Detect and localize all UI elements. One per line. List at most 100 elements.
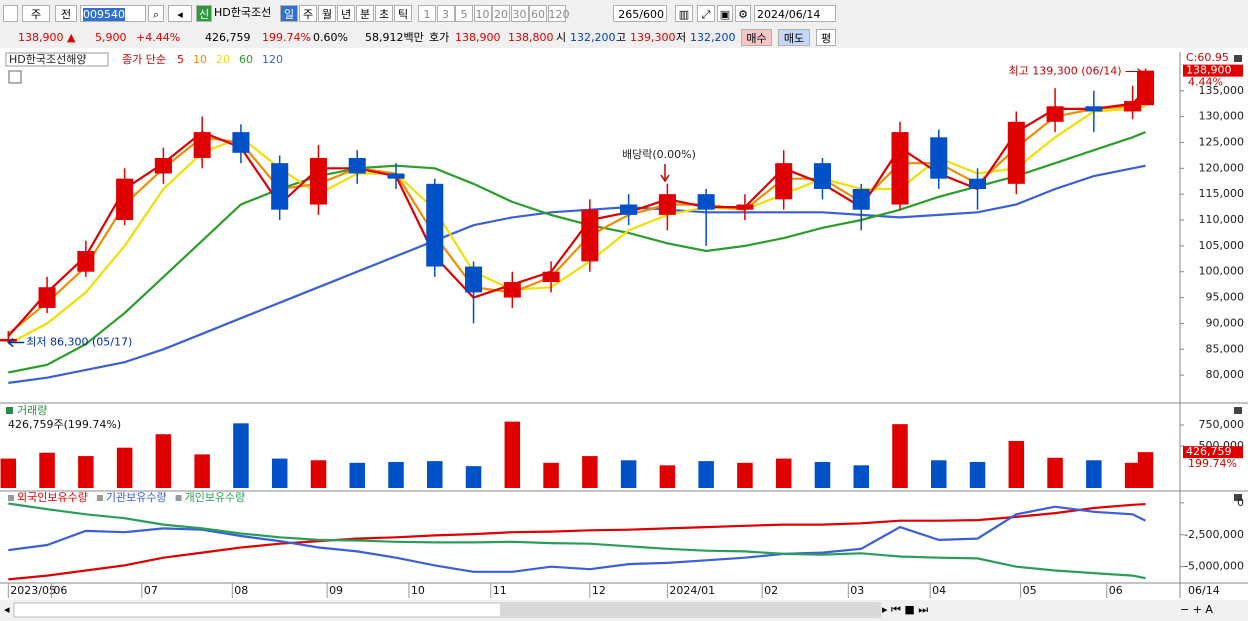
x-tick-label: 08: [234, 584, 248, 597]
candle-body: [542, 271, 560, 283]
count-input[interactable]: 265/600: [613, 5, 667, 22]
legend-entry: 120: [262, 53, 283, 66]
y-tick-label: 750,000: [1199, 418, 1245, 431]
unit-button[interactable]: 주: [299, 5, 317, 22]
x-tick-label: 09: [329, 584, 343, 597]
dividend-annotation: 배당락(0.00%): [622, 148, 696, 161]
legend-swatch: [96, 495, 103, 501]
unit-button[interactable]: 월: [318, 5, 336, 22]
y-tick-label: 80,000: [1206, 368, 1245, 381]
search-icon[interactable]: ⌕: [148, 5, 164, 22]
x-tick-label: 07: [144, 584, 158, 597]
tool-icon[interactable]: ▥: [675, 5, 693, 22]
code-input[interactable]: 009540: [80, 5, 146, 22]
code-text: 009540: [83, 8, 125, 21]
buy-button[interactable]: 매수: [741, 29, 772, 46]
tool-icon[interactable]: ⤢: [697, 5, 715, 22]
candle-body: [465, 266, 483, 293]
change-label: 4.44%: [1188, 76, 1223, 89]
sound-icon[interactable]: ◂: [168, 5, 192, 22]
volume-bar: [853, 465, 869, 488]
prev-button[interactable]: 전: [55, 5, 77, 22]
y-tick-label: 115,000: [1199, 187, 1245, 200]
x-tick-label: 05: [1023, 584, 1037, 597]
candle-body: [116, 178, 134, 221]
y-tick-label: 120,000: [1199, 161, 1245, 174]
legend-entry: 기관보유수량: [106, 491, 167, 504]
y-tick-label: 125,000: [1199, 135, 1245, 148]
candle-body: [930, 137, 948, 179]
candle-body: [1085, 106, 1103, 112]
candle-body: [348, 157, 366, 174]
unit-button[interactable]: 일: [280, 5, 298, 22]
period-select[interactable]: 주: [22, 5, 50, 22]
y-tick-label: 0: [1237, 496, 1244, 509]
y-tick-label: 85,000: [1206, 342, 1245, 355]
low-label: 저: [676, 31, 687, 44]
unit-button[interactable]: 년: [337, 5, 355, 22]
chart-title: HD한국조선해양: [9, 52, 86, 66]
minute-button[interactable]: 5: [455, 5, 473, 22]
sell-button[interactable]: 매도: [778, 29, 810, 46]
close-icon[interactable]: [1234, 494, 1242, 501]
settings-icon[interactable]: ⚙: [735, 5, 751, 22]
x-tick-label: 02: [764, 584, 778, 597]
table-icon[interactable]: [8, 70, 22, 84]
minute-button[interactable]: 120: [547, 5, 570, 22]
candle-body: [1007, 121, 1025, 184]
minute-button[interactable]: 1: [418, 5, 436, 22]
change: 5,900: [95, 31, 127, 44]
volume-bar: [388, 461, 404, 488]
volume-bar: [582, 456, 598, 488]
scroll-thumb[interactable]: [500, 604, 880, 616]
candle-body: [775, 163, 793, 200]
y-tick-label: 105,000: [1199, 239, 1245, 252]
volume-bar: [1086, 460, 1102, 488]
unit-button[interactable]: 틱: [394, 5, 412, 22]
high-label: 고: [616, 31, 627, 44]
close-icon[interactable]: [1234, 55, 1242, 62]
min-annotation: 최저 86,300 (05/17): [26, 336, 132, 349]
legend-entry: 외국인보유수량: [17, 491, 88, 504]
close-icon[interactable]: [1234, 407, 1242, 414]
minute-button[interactable]: 10: [473, 5, 492, 22]
current-volume-box: [1183, 446, 1243, 459]
scroll-right[interactable]: ▸ ⏮ ■ ⏭: [882, 603, 928, 616]
ask: 138,900: [455, 31, 501, 44]
current-volume-label: 426,759: [1186, 445, 1232, 458]
menu-icon[interactable]: [3, 5, 18, 22]
turnover: 0.60%: [313, 31, 348, 44]
volume-bar: [504, 421, 521, 488]
line: [8, 505, 1146, 573]
save-icon[interactable]: ▣: [717, 5, 733, 22]
candle-body: [1046, 106, 1064, 122]
candle-body: [426, 183, 444, 267]
legend-swatch: [8, 495, 14, 501]
minute-button[interactable]: 60: [529, 5, 547, 22]
candle-body: [891, 132, 909, 205]
legend-entry: 5: [177, 53, 184, 66]
y-tick-label: 100,000: [1199, 265, 1245, 278]
line: [8, 503, 1146, 581]
candle-body: [1137, 70, 1155, 106]
badge: 신: [196, 5, 212, 22]
y-tick-label: 90,000: [1206, 316, 1245, 329]
unit-button[interactable]: 초: [375, 5, 393, 22]
minute-button[interactable]: 20: [492, 5, 510, 22]
c-label: C:60.95: [1186, 51, 1229, 64]
unit-button[interactable]: 분: [356, 5, 374, 22]
volume-bar: [194, 454, 210, 488]
x-tick-label: 11: [493, 584, 507, 597]
candle-body: [309, 157, 327, 205]
title-box: [5, 52, 109, 67]
zoom-controls[interactable]: − + A: [1180, 603, 1213, 616]
minute-button[interactable]: 30: [510, 5, 529, 22]
x-tick-label: 2024/01: [669, 584, 715, 597]
avg-button[interactable]: 평: [816, 29, 836, 46]
scroll-left[interactable]: ◂: [4, 603, 10, 616]
volume-bar: [543, 462, 559, 488]
minute-button[interactable]: 3: [436, 5, 455, 22]
price: 138,900 ▲: [18, 31, 76, 44]
date-input[interactable]: 2024/06/14: [754, 5, 836, 22]
